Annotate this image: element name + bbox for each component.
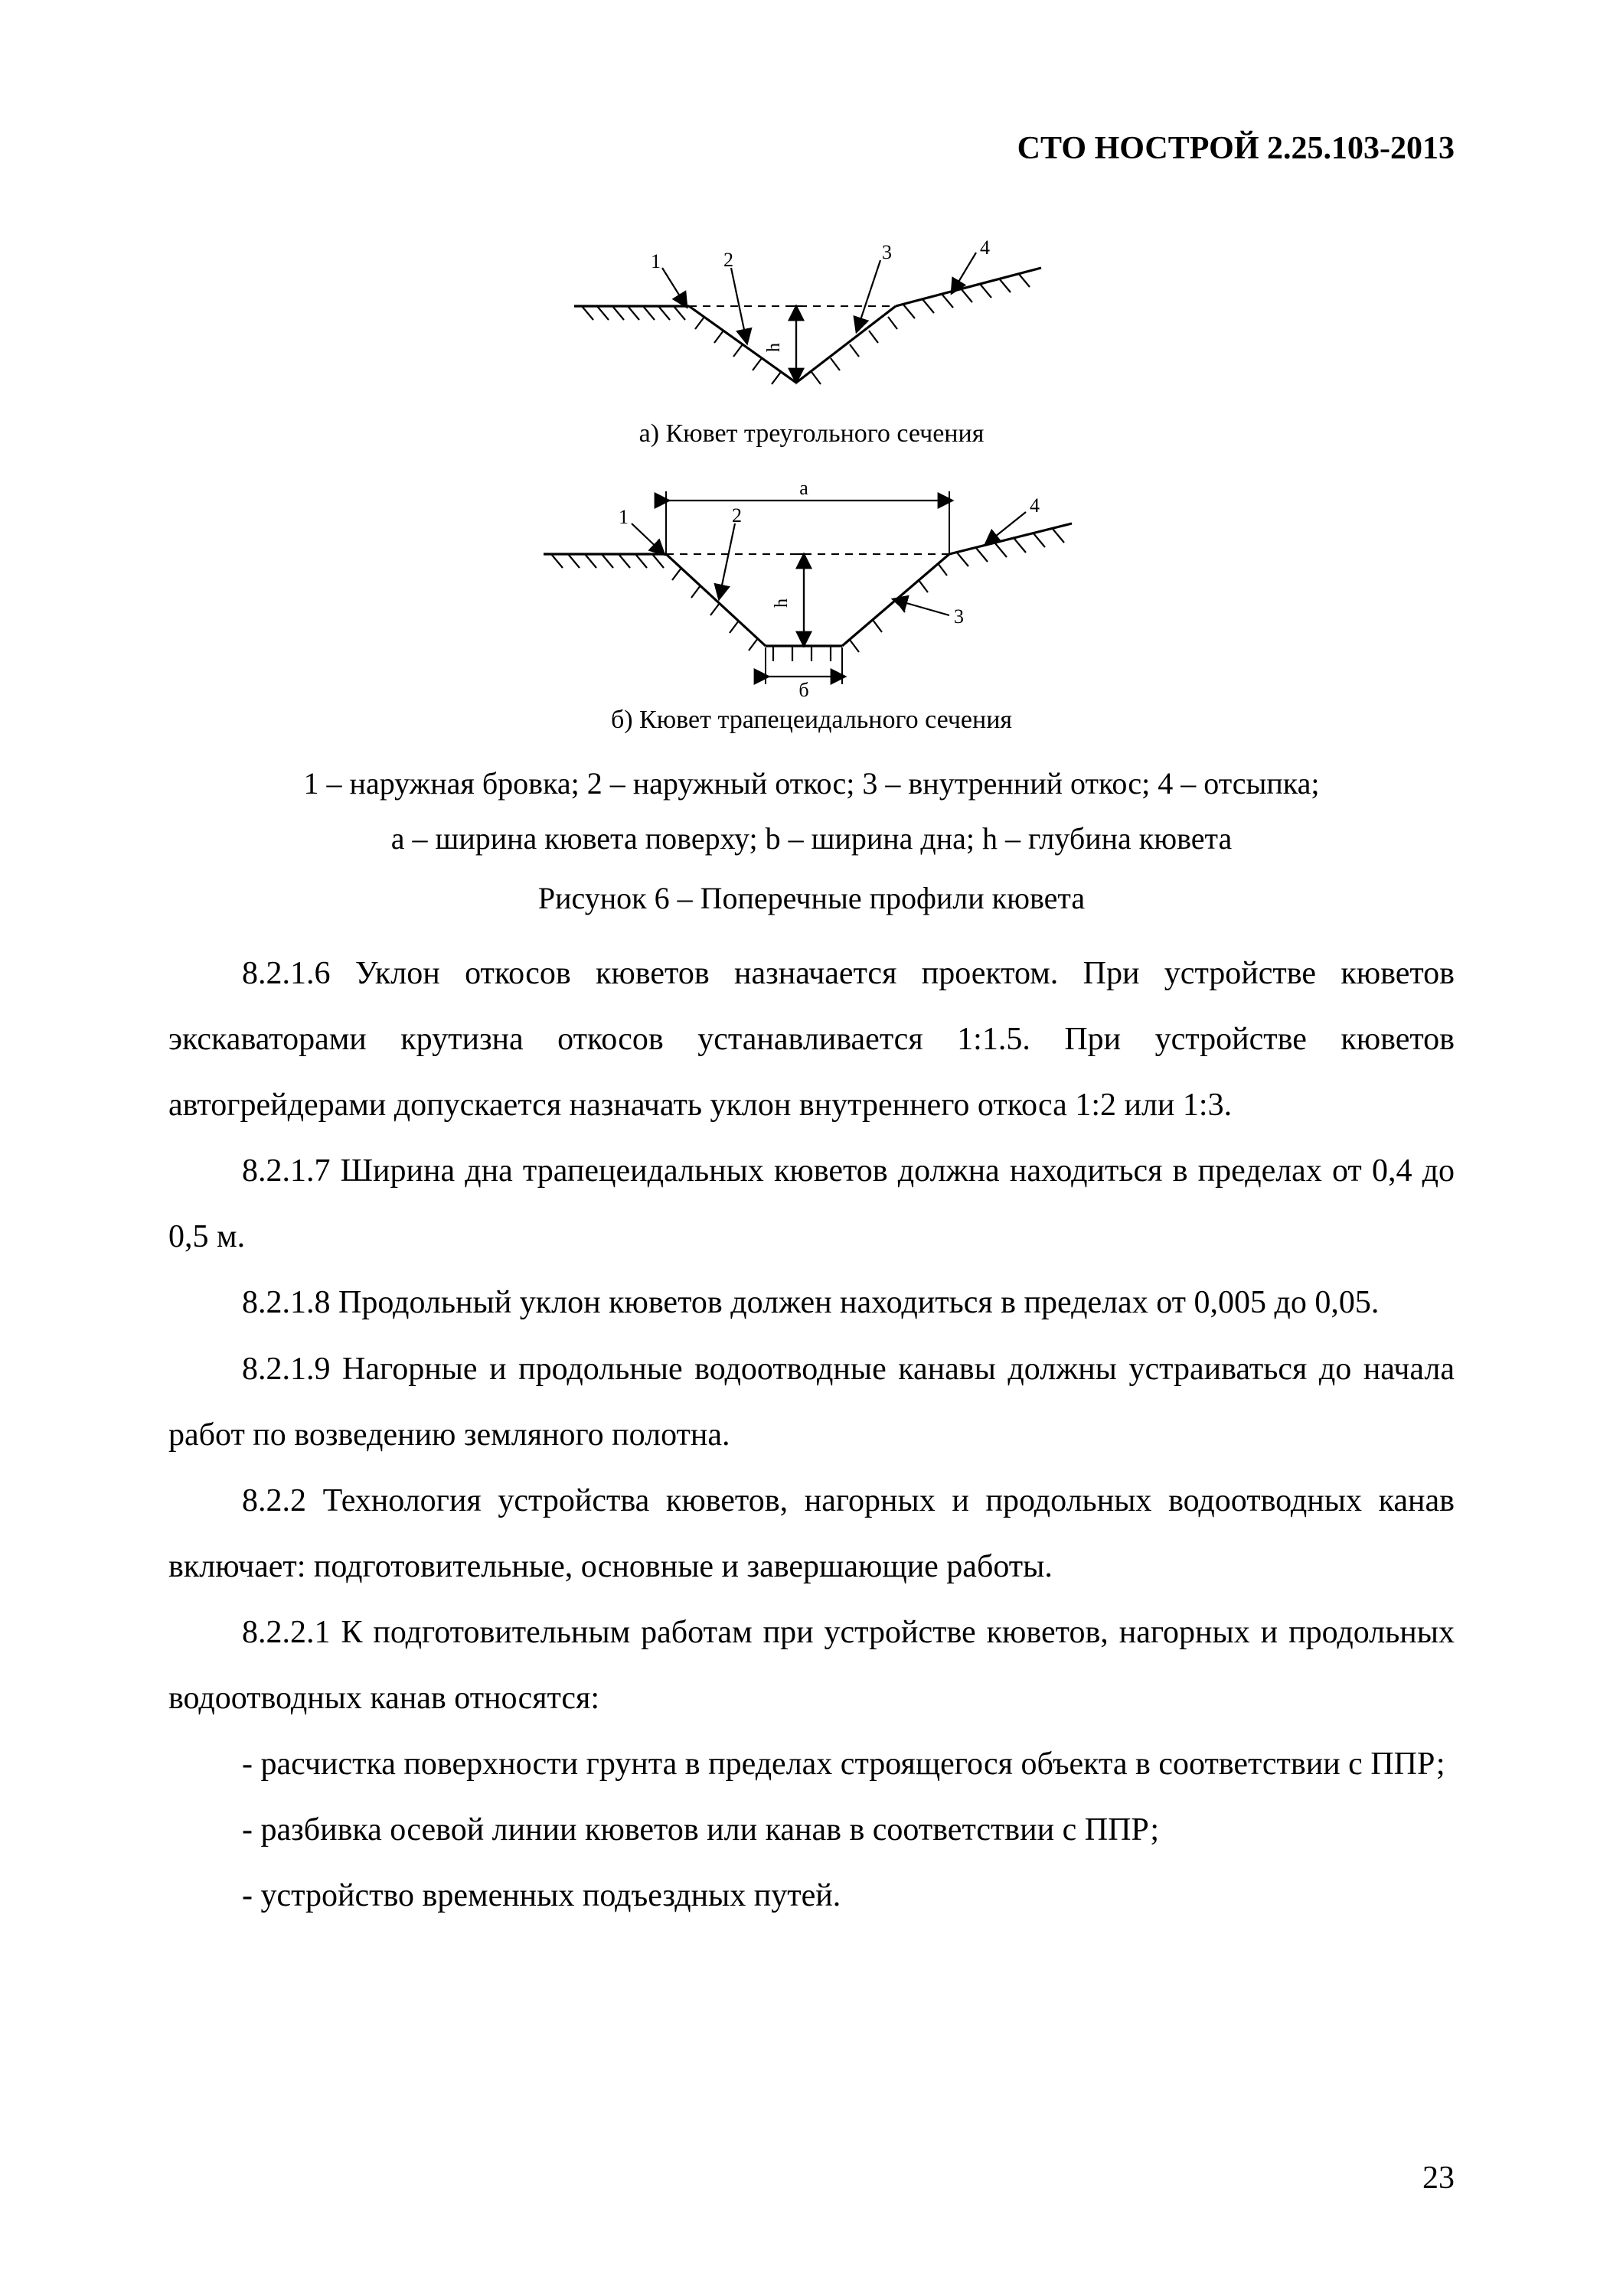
fig-a-label-4: 4 <box>980 237 990 259</box>
figure-legend-line2: a – ширина кювета поверху; b – ширина дн… <box>168 811 1455 866</box>
figure-legend: 1 – наружная бровка; 2 – наружный откос;… <box>168 756 1455 866</box>
page-number: 23 <box>1422 2160 1455 2197</box>
figure-legend-line1: 1 – наружная бровка; 2 – наружный откос;… <box>168 756 1455 811</box>
bullet-3: - устройство временных подъездных путей. <box>168 1863 1455 1929</box>
para-8-2-1-9: 8.2.1.9 Нагорные и продольные водоотводн… <box>168 1336 1455 1468</box>
figure-b-caption: б) Кювет трапецеидального сечения <box>168 706 1455 735</box>
figure-a-svg: 1 2 3 4 h <box>551 237 1072 413</box>
para-8-2-2-1: 8.2.2.1 К подготовительным работам при у… <box>168 1600 1455 1731</box>
figure-title: Рисунок 6 – Поперечные профили кювета <box>168 880 1455 916</box>
fig-a-label-3: 3 <box>882 241 892 263</box>
fig-b-label-1: 1 <box>619 506 629 528</box>
fig-b-label-3: 3 <box>954 605 964 628</box>
body-text: 8.2.1.6 Уклон откосов кюветов назначаетс… <box>168 941 1455 1929</box>
figure-area: 1 2 3 4 h а) Кювет треугольного сечения <box>168 237 1455 916</box>
fig-b-label-a: а <box>799 477 808 499</box>
fig-a-label-1: 1 <box>651 250 661 272</box>
document-code: СТО НОСТРОЙ 2.25.103-2013 <box>1017 130 1455 167</box>
fig-b-label-b: б <box>798 679 808 700</box>
fig-b-label-h: h <box>772 598 792 608</box>
fig-b-label-4: 4 <box>1030 494 1040 517</box>
para-8-2-1-8: 8.2.1.8 Продольный уклон кюветов должен … <box>168 1270 1455 1336</box>
para-8-2-1-7: 8.2.1.7 Ширина дна трапецеидальных кювет… <box>168 1138 1455 1270</box>
fig-b-label-2: 2 <box>732 504 742 527</box>
para-8-2-1-6: 8.2.1.6 Уклон откосов кюветов назначаетс… <box>168 941 1455 1138</box>
figure-b-svg: а б h 1 2 3 4 <box>521 470 1102 700</box>
bullet-1: - расчистка поверхности грунта в предела… <box>168 1731 1455 1797</box>
fig-a-label-h: h <box>764 343 784 352</box>
bullet-2: - разбивка осевой линии кюветов или кана… <box>168 1797 1455 1863</box>
page: СТО НОСТРОЙ 2.25.103-2013 <box>0 0 1623 2296</box>
figure-a-caption: а) Кювет треугольного сечения <box>168 419 1455 448</box>
fig-a-label-2: 2 <box>723 249 733 271</box>
para-8-2-2: 8.2.2 Технология устройства кюветов, наг… <box>168 1468 1455 1600</box>
